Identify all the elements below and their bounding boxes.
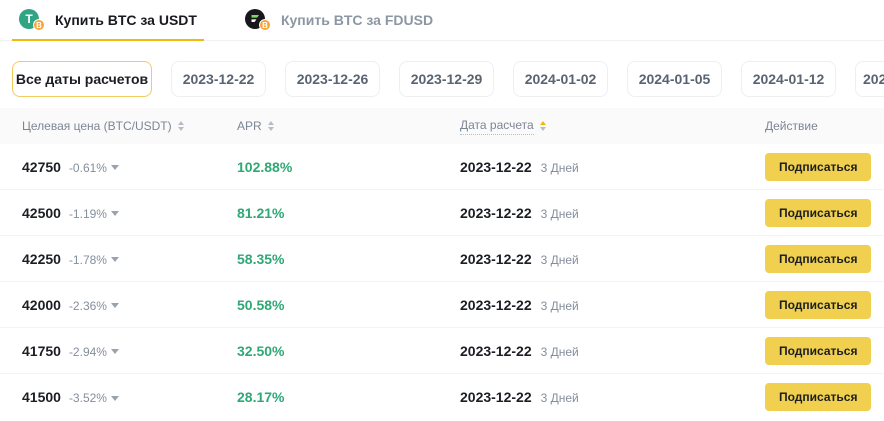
tab-buy-btc-usdt[interactable]: T B Купить BTC за USDT [12, 0, 204, 41]
column-label: Действие [765, 119, 818, 133]
target-price-cell: 42000 -2.36% [22, 297, 237, 313]
filter-date[interactable]: 2024-01-02 [513, 61, 608, 97]
term-days: 3 Дней [540, 344, 579, 359]
term-days: 3 Дней [540, 252, 579, 267]
filter-date-clipped[interactable]: 202 [855, 61, 884, 97]
tab-buy-btc-fdusd[interactable]: B Купить BTC за FDUSD [238, 0, 440, 40]
chevron-down-icon [110, 257, 119, 262]
offers-table: 42750 -0.61% 102.88% 2023-12-22 3 Дней П… [0, 144, 884, 420]
target-price-cell: 42250 -1.78% [22, 251, 237, 267]
chevron-down-icon [110, 211, 119, 216]
target-price: 42000 [22, 296, 61, 313]
term-days: 3 Дней [540, 206, 579, 221]
column-header-settlement-date: Дата расчета [460, 118, 765, 135]
price-change-dropdown[interactable]: -3.52% [69, 391, 119, 405]
filter-date[interactable]: 2023-12-22 [171, 61, 266, 97]
term-days: 3 Дней [540, 391, 579, 405]
tab-label: Купить BTC за USDT [55, 12, 197, 28]
chevron-down-icon [110, 395, 119, 401]
settlement-date: 2023-12-22 [460, 342, 532, 359]
target-price: 41750 [22, 342, 61, 359]
settlement-date: 2023-12-22 [460, 204, 532, 221]
action-cell: Подписаться [765, 198, 884, 227]
filter-date[interactable]: 2024-01-12 [741, 61, 836, 97]
settlement-date: 2023-12-22 [460, 296, 532, 313]
apr-value: 81.21% [237, 204, 285, 221]
usdt-btc-pair-icon: T B [19, 9, 46, 31]
tab-label: Купить BTC за FDUSD [280, 12, 434, 28]
settlement-date: 2023-12-22 [460, 158, 532, 175]
price-change-dropdown[interactable]: -2.36% [69, 299, 119, 313]
filter-all-dates[interactable]: Все даты расчетов [12, 61, 152, 97]
target-price: 42250 [22, 250, 61, 267]
settlement-date-cell: 2023-12-22 3 Дней [460, 205, 765, 221]
target-price-cell: 42750 -0.61% [22, 159, 237, 175]
term-days: 3 Дней [540, 298, 579, 313]
settlement-date-cell: 2023-12-22 3 Дней [460, 297, 765, 313]
filter-date[interactable]: 2024-01-05 [627, 61, 722, 97]
btc-coin-icon: B [33, 19, 45, 31]
table-row: 41750 -2.94% 32.50% 2023-12-22 3 Дней По… [0, 328, 884, 374]
column-header-target-price: Целевая цена (BTC/USDT) [22, 119, 237, 133]
btc-coin-icon: B [258, 19, 271, 31]
action-cell: Подписаться [765, 290, 884, 319]
subscribe-button[interactable]: Подписаться [765, 290, 872, 319]
apr-value: 32.50% [237, 342, 285, 359]
subscribe-button[interactable]: Подписаться [765, 244, 872, 273]
table-row: 42750 -0.61% 102.88% 2023-12-22 3 Дней П… [0, 144, 884, 190]
sort-icon-active-asc[interactable] [539, 121, 546, 131]
chevron-down-icon [110, 165, 119, 170]
target-price-cell: 41750 -2.94% [22, 343, 237, 359]
subscribe-button[interactable]: Подписаться [765, 152, 872, 181]
target-price: 42500 [22, 204, 61, 221]
apr-value: 28.17% [237, 389, 285, 405]
action-cell: Подписаться [765, 152, 884, 181]
filter-date[interactable]: 2023-12-26 [285, 61, 380, 97]
table-row: 42500 -1.19% 81.21% 2023-12-22 3 Дней По… [0, 190, 884, 236]
subscribe-button[interactable]: Подписаться [765, 198, 872, 227]
column-label: Целевая цена (BTC/USDT) [22, 119, 172, 133]
chevron-down-icon [110, 303, 119, 308]
fdusd-btc-pair-icon: B [244, 9, 272, 31]
target-price: 42750 [22, 158, 61, 175]
chevron-down-icon [110, 349, 119, 354]
target-price: 41500 [22, 389, 61, 405]
settlement-date-filters: Все даты расчетов 2023-12-22 2023-12-26 … [0, 61, 884, 97]
column-header-apr: APR [237, 119, 460, 133]
apr-value: 58.35% [237, 250, 285, 267]
sort-icon[interactable] [267, 121, 274, 131]
sort-icon[interactable] [177, 121, 184, 131]
column-label: APR [237, 119, 262, 133]
table-header: Целевая цена (BTC/USDT) APR Дата расчета… [0, 108, 884, 144]
action-cell: Подписаться [765, 336, 884, 365]
action-cell: Подписаться [765, 383, 884, 411]
column-header-action: Действие [765, 119, 884, 133]
target-price-cell: 41500 -3.52% [22, 389, 237, 405]
apr-value: 50.58% [237, 296, 285, 313]
settlement-date-cell: 2023-12-22 3 Дней [460, 251, 765, 267]
filter-date[interactable]: 2023-12-29 [399, 61, 494, 97]
subscribe-button[interactable]: Подписаться [765, 383, 872, 411]
action-cell: Подписаться [765, 244, 884, 273]
table-row: 42000 -2.36% 50.58% 2023-12-22 3 Дней По… [0, 282, 884, 328]
table-row: 41500 -3.52% 28.17% 2023-12-22 3 Дней По… [0, 374, 884, 420]
settlement-date-cell: 2023-12-22 3 Дней [460, 159, 765, 175]
table-row: 42250 -1.78% 58.35% 2023-12-22 3 Дней По… [0, 236, 884, 282]
settlement-date: 2023-12-22 [460, 389, 532, 405]
term-days: 3 Дней [540, 160, 579, 175]
column-label: Дата расчета [460, 118, 534, 135]
target-price-cell: 42500 -1.19% [22, 205, 237, 221]
settlement-date: 2023-12-22 [460, 250, 532, 267]
price-change-dropdown[interactable]: -2.94% [69, 345, 119, 359]
apr-value: 102.88% [237, 158, 293, 175]
price-change-dropdown[interactable]: -1.78% [69, 253, 119, 267]
fdusd-logo-glyph [251, 15, 259, 22]
settlement-date-cell: 2023-12-22 3 Дней [460, 389, 765, 405]
market-tabs: T B Купить BTC за USDT B Купить BTC за F… [0, 0, 884, 41]
settlement-date-cell: 2023-12-22 3 Дней [460, 343, 765, 359]
subscribe-button[interactable]: Подписаться [765, 336, 872, 365]
price-change-dropdown[interactable]: -0.61% [69, 161, 119, 175]
price-change-dropdown[interactable]: -1.19% [69, 207, 119, 221]
